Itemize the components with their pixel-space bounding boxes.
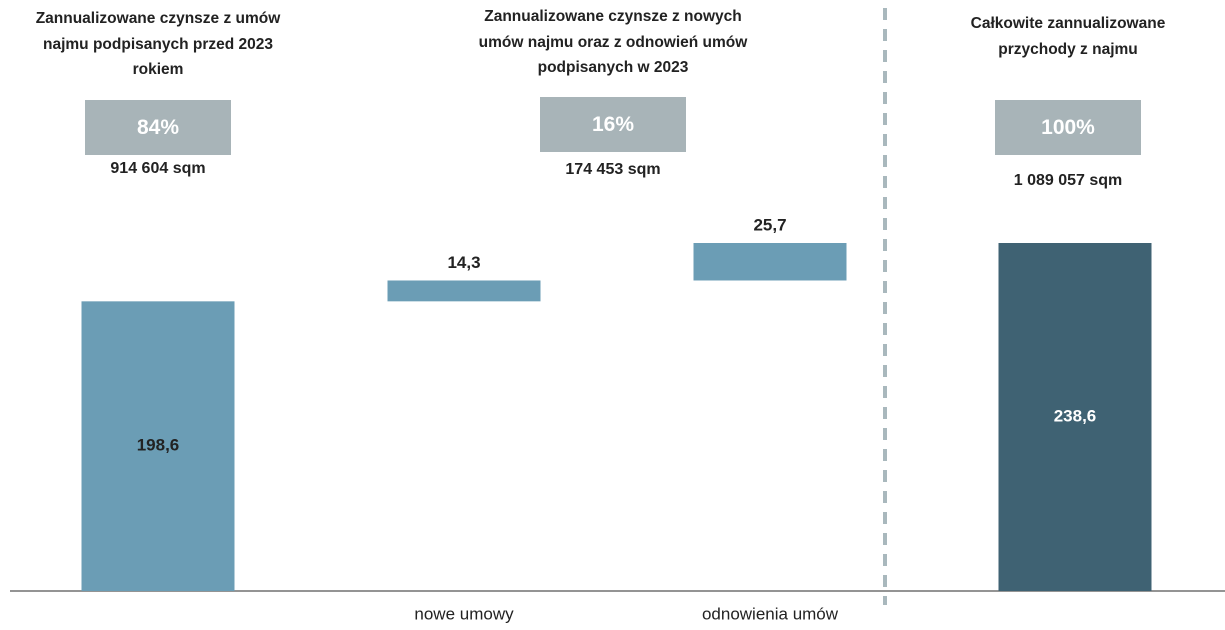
area-label: 174 453 sqm: [565, 161, 661, 178]
x-tick-label: odnowienia umów: [702, 604, 839, 623]
bar: [387, 280, 541, 302]
value-label: 198,6: [137, 436, 180, 455]
value-label: 14,3: [447, 253, 480, 272]
group-title: Zannualizowane czynsze z nowych umów naj…: [478, 8, 748, 76]
bar: [693, 243, 847, 281]
group-title: Zannualizowane czynsze z umów najmu podp…: [35, 10, 281, 78]
x-tick-label: nowe umowy: [414, 604, 514, 623]
bar: [81, 301, 235, 591]
area-label: 914 604 sqm: [110, 160, 206, 177]
value-label: 238,6: [1054, 406, 1097, 425]
value-label: 25,7: [753, 215, 786, 234]
area-label: 1 089 057 sqm: [1013, 172, 1123, 189]
bar: [998, 243, 1152, 591]
group-title: Całkowite zannualizowane przychody z naj…: [970, 15, 1166, 58]
share-box: 16%: [540, 97, 686, 152]
share-box: 84%: [85, 100, 231, 155]
share-box: 100%: [995, 100, 1141, 155]
